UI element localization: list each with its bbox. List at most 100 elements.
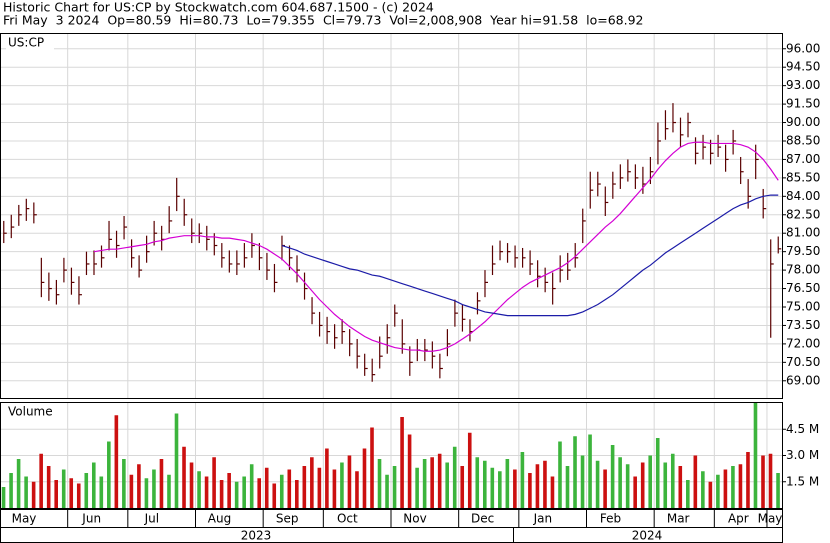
volume-bar xyxy=(490,467,495,508)
volume-bar xyxy=(693,455,698,508)
volume-bar xyxy=(362,448,367,508)
volume-bar xyxy=(475,457,480,508)
y-tick-label: 1.5 M xyxy=(786,474,819,488)
volume-bar xyxy=(76,483,81,508)
x-tick-label: Nov xyxy=(403,512,426,526)
volume-bar xyxy=(212,457,216,508)
label-bg xyxy=(6,405,58,419)
volume-bar xyxy=(452,446,457,508)
volume-bar xyxy=(39,453,43,508)
x-tick-label: Aug xyxy=(208,512,231,526)
x-tick-label: Jun xyxy=(81,512,101,526)
volume-bar xyxy=(595,460,600,508)
y-tick-label: 78.00 xyxy=(786,263,820,277)
volume-bar xyxy=(746,452,750,508)
year-label: 2024 xyxy=(632,529,663,543)
volume-bar xyxy=(498,471,502,508)
volume-bar xyxy=(430,457,434,508)
x-tick-label: Feb xyxy=(600,512,621,526)
y-tick-label: 76.50 xyxy=(786,281,820,295)
volume-bar xyxy=(467,432,472,508)
volume-bar xyxy=(385,474,389,508)
label-bg xyxy=(6,36,54,50)
volume-bar xyxy=(295,480,299,508)
volume-bar xyxy=(54,480,58,508)
volume-bar xyxy=(768,453,773,508)
volume-bar xyxy=(686,480,690,508)
volume-bar xyxy=(287,469,292,508)
volume-bar xyxy=(46,466,51,508)
y-tick-label: 70.50 xyxy=(786,355,820,369)
volume-bar xyxy=(415,467,419,508)
volume-bar xyxy=(655,438,660,508)
y-tick-label: 90.00 xyxy=(786,115,820,129)
volume-bar xyxy=(640,462,645,508)
volume-bar xyxy=(1,487,6,508)
volume-bar xyxy=(302,466,307,508)
volume-bar xyxy=(716,474,720,508)
volume-bar xyxy=(61,469,66,508)
volume-bar xyxy=(84,473,89,508)
volume-bar xyxy=(573,436,577,508)
y-tick-label: 94.50 xyxy=(786,60,820,74)
volume-bar xyxy=(264,467,269,508)
volume-bar xyxy=(400,417,404,508)
volume-bar xyxy=(505,459,510,508)
volume-bar xyxy=(167,474,171,508)
volume-bar xyxy=(610,445,615,508)
volume-bar xyxy=(159,459,164,508)
y-tick-label: 73.50 xyxy=(786,318,820,332)
volume-bar xyxy=(24,476,28,508)
volume-bar xyxy=(310,457,314,508)
volume-bar xyxy=(204,476,209,508)
x-tick-label: Jan xyxy=(533,512,553,526)
volume-bar xyxy=(535,464,540,508)
volume-bar xyxy=(99,476,104,508)
year-label: 2023 xyxy=(241,529,272,543)
x-tick-label: Jul xyxy=(144,512,159,526)
y-tick-label: 75.00 xyxy=(786,300,820,314)
y-tick-label: 69.00 xyxy=(786,373,820,387)
volume-bar xyxy=(152,469,156,508)
y-tick-label: 81.00 xyxy=(786,226,820,240)
volume-bar xyxy=(565,466,570,508)
volume-bar xyxy=(377,459,382,508)
volume-bar xyxy=(407,434,412,508)
y-tick-label: 3.0 M xyxy=(786,448,819,462)
price-frame xyxy=(0,33,783,399)
volume-bar xyxy=(513,469,517,508)
volume-bar xyxy=(370,427,374,508)
volume-bar xyxy=(272,483,277,508)
moving-average xyxy=(93,141,779,352)
price-title: US:CP xyxy=(8,36,44,50)
volume-bar xyxy=(731,466,735,508)
volume-bar xyxy=(189,462,194,508)
volume-bar xyxy=(174,413,179,508)
y-tick-label: 87.00 xyxy=(786,152,820,166)
volume-bar xyxy=(114,415,119,508)
volume-bar xyxy=(279,474,284,508)
volume-bar xyxy=(633,476,637,508)
volume-bar xyxy=(528,473,532,508)
volume-bar xyxy=(437,453,442,508)
volume-title: Volume xyxy=(8,405,53,419)
x-tick-label: Sep xyxy=(276,512,299,526)
volume-bar xyxy=(144,478,149,508)
volume-bar xyxy=(182,446,186,508)
volume-bar xyxy=(761,455,765,508)
x-tick-label: Mar xyxy=(667,512,690,526)
volume-bar xyxy=(580,455,585,508)
x-tick-label: Dec xyxy=(471,512,494,526)
volume-bar xyxy=(753,403,758,508)
volume-bar xyxy=(392,466,397,508)
y-tick-label: 84.00 xyxy=(786,189,820,203)
x-tick-label: May xyxy=(12,512,37,526)
volume-bar xyxy=(137,464,141,508)
volume-bar xyxy=(332,469,337,508)
volume-bar xyxy=(543,460,547,508)
volume-bar xyxy=(460,466,465,508)
volume-bar xyxy=(347,455,352,508)
volume-bar xyxy=(249,464,254,508)
y-tick-label: 88.50 xyxy=(786,133,820,147)
